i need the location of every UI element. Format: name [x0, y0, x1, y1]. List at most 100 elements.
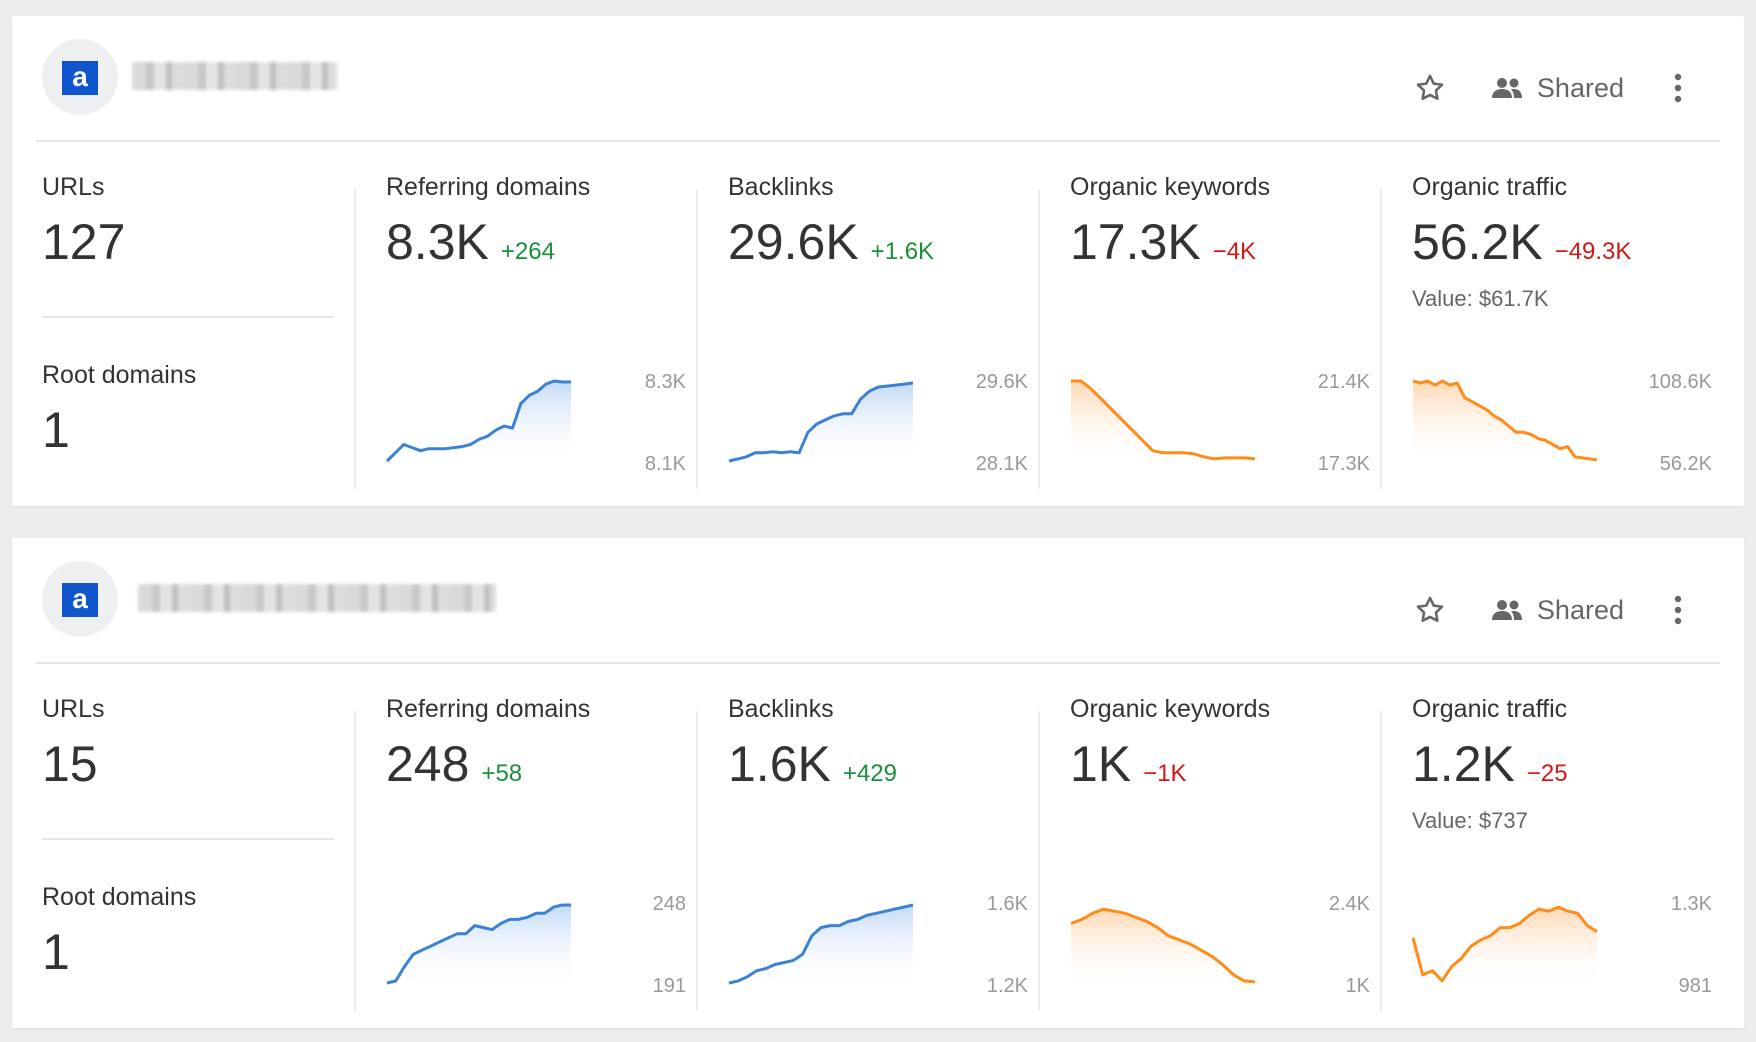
- star-icon[interactable]: [1413, 593, 1447, 627]
- sparkline-line: [1412, 379, 1598, 462]
- sparkline-chart[interactable]: [1068, 890, 1278, 990]
- metric-label: Backlinks: [728, 695, 834, 723]
- metric-organic-traffic[interactable]: Organic traffic 1.2K −25 Value: $737 1.3…: [1380, 695, 1722, 1011]
- sparkline-chart[interactable]: [384, 890, 594, 990]
- sparkline-chart[interactable]: [726, 890, 936, 990]
- metric-label: Backlinks: [728, 173, 834, 201]
- sparkline-max-label: 1.6K: [986, 893, 1028, 915]
- metric-label: Referring domains: [386, 695, 591, 723]
- more-vertical-icon[interactable]: [1672, 72, 1684, 104]
- sparkline-line: [728, 381, 914, 463]
- metric-delta: −4K: [1212, 238, 1257, 265]
- sparkline-min-label: 981: [1678, 975, 1712, 997]
- sparkline-area: [387, 905, 571, 988]
- ahrefs-logo-icon: a: [62, 61, 98, 95]
- shared-button[interactable]: Shared: [1491, 73, 1624, 104]
- sparkline-max-label: 21.4K: [1317, 371, 1370, 393]
- metric-referring-domains[interactable]: Referring domains 8.3K +264 8.3K 8.1K: [354, 173, 696, 489]
- project-logo[interactable]: a: [42, 39, 118, 115]
- star-icon[interactable]: [1413, 71, 1447, 105]
- sparkline-area: [387, 381, 571, 466]
- sparkline-line: [385, 379, 571, 463]
- sparkline-min-label: 1K: [1345, 975, 1370, 997]
- stat-divider: [42, 838, 334, 840]
- sparkline-min-label: 28.1K: [975, 453, 1028, 475]
- metric-referring-domains[interactable]: Referring domains 248 +58 248 191: [354, 695, 696, 1011]
- urls-label: URLs: [42, 173, 105, 201]
- metric-value: 1K: [1070, 736, 1132, 792]
- people-icon: [1491, 78, 1522, 98]
- sparkline-max-label: 2.4K: [1328, 893, 1370, 915]
- urls-stat[interactable]: URLs 15: [42, 695, 334, 792]
- shared-label: Shared: [1536, 594, 1624, 625]
- metric-delta: +429: [842, 760, 897, 787]
- sparkline-line: [1071, 379, 1256, 461]
- column-divider: [354, 711, 356, 1011]
- root-domains-label: Root domains: [42, 883, 197, 911]
- urls-stat[interactable]: URLs 127: [42, 173, 334, 270]
- sparkline-chart[interactable]: [1410, 890, 1620, 990]
- sparkline-chart[interactable]: [1068, 368, 1278, 468]
- sparkline-max-label: 29.6K: [975, 371, 1028, 393]
- sparkline-min-label: 191: [652, 975, 686, 997]
- sparkline-chart[interactable]: [384, 368, 594, 468]
- root-domains-stat[interactable]: Root domains 1: [42, 883, 196, 980]
- ahrefs-logo-icon: a: [62, 583, 98, 617]
- more-vertical-icon[interactable]: [1672, 594, 1684, 626]
- sparkline-min-label: 17.3K: [1317, 453, 1370, 475]
- traffic-value: Value: $61.7K: [1412, 286, 1549, 311]
- traffic-value: Value: $737: [1412, 808, 1528, 833]
- metric-value: 56.2K: [1412, 214, 1543, 270]
- metric-label: Organic traffic: [1412, 695, 1568, 723]
- sparkline-area: [729, 383, 913, 466]
- metric-value: 17.3K: [1070, 214, 1201, 270]
- sparkline-chart[interactable]: [1410, 368, 1620, 468]
- urls-value: 15: [42, 736, 98, 792]
- project-header: a Shared: [12, 16, 1744, 141]
- sparkline-area: [1413, 907, 1597, 988]
- project-header: a Shared: [12, 538, 1744, 663]
- metric-label: Organic keywords: [1070, 173, 1271, 201]
- metric-backlinks[interactable]: Backlinks 29.6K +1.6K 29.6K 28.1K: [696, 173, 1038, 489]
- metric-value: 1.6K: [728, 736, 831, 792]
- sparkline-area: [1071, 381, 1255, 466]
- sparkline-max-label: 108.6K: [1648, 371, 1712, 393]
- urls-label: URLs: [42, 695, 105, 723]
- metric-value: 29.6K: [728, 214, 859, 270]
- header-divider: [36, 140, 1720, 142]
- sparkline-chart[interactable]: [726, 368, 936, 468]
- column-divider: [1380, 189, 1382, 489]
- metric-backlinks[interactable]: Backlinks 1.6K +429 1.6K 1.2K: [696, 695, 1038, 1011]
- project-name-blurred[interactable]: [132, 62, 337, 90]
- sparkline-line: [728, 903, 914, 985]
- stat-divider: [42, 316, 334, 318]
- metric-organic-traffic[interactable]: Organic traffic 56.2K −49.3K Value: $61.…: [1380, 173, 1722, 489]
- column-divider: [354, 189, 356, 489]
- metric-delta: −25: [1526, 760, 1568, 787]
- sparkline-area: [1071, 909, 1255, 988]
- root-domains-stat[interactable]: Root domains 1: [42, 361, 196, 458]
- sparkline-line: [386, 903, 571, 985]
- project-card: a Shared URLs 15: [12, 538, 1744, 1028]
- project-card: a Shared URLs 127: [12, 16, 1744, 506]
- project-logo[interactable]: a: [42, 561, 118, 637]
- project-name-blurred[interactable]: [138, 584, 496, 612]
- column-divider: [1038, 189, 1040, 489]
- column-divider: [1038, 711, 1040, 1011]
- metric-organic-keywords[interactable]: Organic keywords 1K −1K 2.4K 1K: [1038, 695, 1380, 1011]
- column-divider: [696, 189, 698, 489]
- shared-button[interactable]: Shared: [1491, 595, 1624, 626]
- metric-organic-keywords[interactable]: Organic keywords 17.3K −4K 21.4K 17.3K: [1038, 173, 1380, 489]
- column-divider: [696, 711, 698, 1011]
- sparkline-max-label: 8.3K: [644, 371, 686, 393]
- shared-label: Shared: [1536, 72, 1624, 103]
- metric-delta: −1K: [1143, 760, 1187, 787]
- header-divider: [36, 662, 1720, 664]
- sparkline-min-label: 1.2K: [986, 975, 1028, 997]
- metric-value: 248: [386, 736, 470, 792]
- people-icon: [1491, 600, 1522, 620]
- root-domains-value: 1: [42, 924, 70, 980]
- metric-delta: +58: [481, 760, 523, 787]
- root-domains-value: 1: [42, 402, 70, 458]
- sparkline-max-label: 1.3K: [1670, 893, 1712, 915]
